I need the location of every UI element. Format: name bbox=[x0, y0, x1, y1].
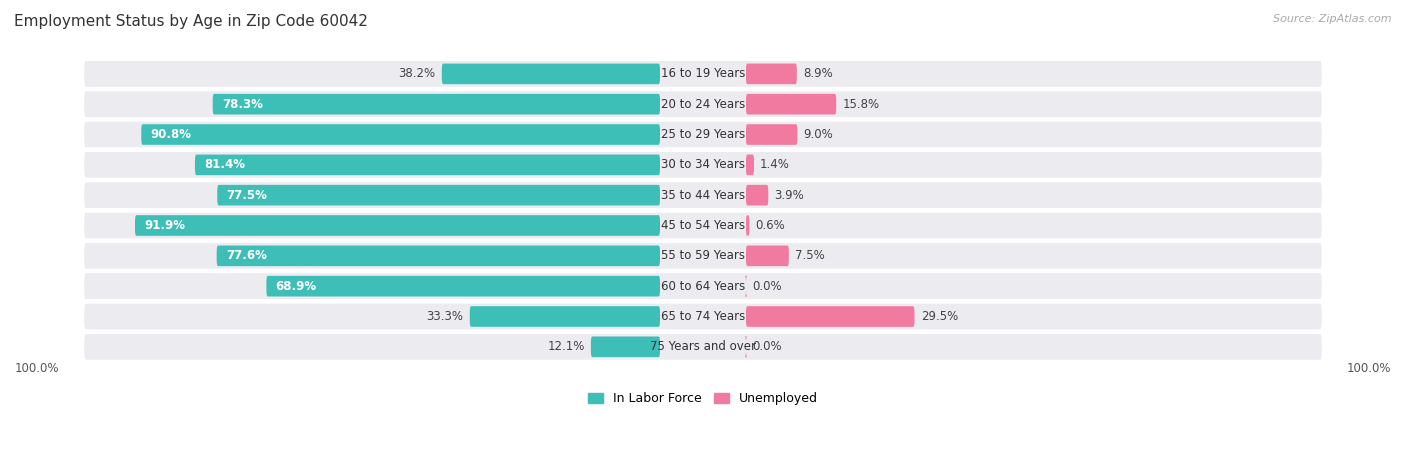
Text: 25 to 29 Years: 25 to 29 Years bbox=[661, 128, 745, 141]
FancyBboxPatch shape bbox=[747, 306, 914, 327]
FancyBboxPatch shape bbox=[745, 336, 748, 357]
Text: 75 Years and over: 75 Years and over bbox=[650, 341, 756, 353]
Text: 30 to 34 Years: 30 to 34 Years bbox=[661, 158, 745, 171]
FancyBboxPatch shape bbox=[83, 241, 1323, 271]
FancyBboxPatch shape bbox=[83, 60, 1323, 88]
Legend: In Labor Force, Unemployed: In Labor Force, Unemployed bbox=[583, 387, 823, 410]
FancyBboxPatch shape bbox=[135, 215, 659, 236]
FancyBboxPatch shape bbox=[747, 155, 754, 175]
Text: 15.8%: 15.8% bbox=[842, 98, 880, 110]
Text: 16 to 19 Years: 16 to 19 Years bbox=[661, 67, 745, 80]
FancyBboxPatch shape bbox=[83, 211, 1323, 240]
FancyBboxPatch shape bbox=[747, 215, 749, 236]
FancyBboxPatch shape bbox=[745, 276, 748, 296]
FancyBboxPatch shape bbox=[212, 94, 659, 115]
FancyBboxPatch shape bbox=[141, 124, 659, 145]
Text: Source: ZipAtlas.com: Source: ZipAtlas.com bbox=[1274, 14, 1392, 23]
Text: Employment Status by Age in Zip Code 60042: Employment Status by Age in Zip Code 600… bbox=[14, 14, 368, 28]
Text: 3.9%: 3.9% bbox=[775, 189, 804, 202]
FancyBboxPatch shape bbox=[747, 64, 797, 84]
FancyBboxPatch shape bbox=[83, 332, 1323, 361]
Text: 78.3%: 78.3% bbox=[222, 98, 263, 110]
Text: 8.9%: 8.9% bbox=[803, 67, 832, 80]
Text: 1.4%: 1.4% bbox=[761, 158, 790, 171]
FancyBboxPatch shape bbox=[747, 185, 768, 206]
FancyBboxPatch shape bbox=[218, 185, 659, 206]
Text: 77.5%: 77.5% bbox=[226, 189, 267, 202]
Text: 29.5%: 29.5% bbox=[921, 310, 957, 323]
FancyBboxPatch shape bbox=[83, 90, 1323, 119]
FancyBboxPatch shape bbox=[441, 64, 659, 84]
Text: 100.0%: 100.0% bbox=[15, 362, 59, 375]
Text: 0.0%: 0.0% bbox=[752, 280, 782, 293]
FancyBboxPatch shape bbox=[266, 276, 659, 296]
Text: 33.3%: 33.3% bbox=[426, 310, 464, 323]
FancyBboxPatch shape bbox=[83, 150, 1323, 179]
FancyBboxPatch shape bbox=[83, 120, 1323, 149]
Text: 100.0%: 100.0% bbox=[1347, 362, 1391, 375]
Text: 7.5%: 7.5% bbox=[794, 249, 825, 262]
Text: 81.4%: 81.4% bbox=[204, 158, 245, 171]
Text: 35 to 44 Years: 35 to 44 Years bbox=[661, 189, 745, 202]
FancyBboxPatch shape bbox=[195, 155, 659, 175]
Text: 65 to 74 Years: 65 to 74 Years bbox=[661, 310, 745, 323]
FancyBboxPatch shape bbox=[747, 94, 837, 115]
Text: 38.2%: 38.2% bbox=[398, 67, 436, 80]
Text: 60 to 64 Years: 60 to 64 Years bbox=[661, 280, 745, 293]
Text: 55 to 59 Years: 55 to 59 Years bbox=[661, 249, 745, 262]
FancyBboxPatch shape bbox=[747, 245, 789, 266]
FancyBboxPatch shape bbox=[83, 180, 1323, 210]
Text: 12.1%: 12.1% bbox=[547, 341, 585, 353]
Text: 0.0%: 0.0% bbox=[752, 341, 782, 353]
Text: 45 to 54 Years: 45 to 54 Years bbox=[661, 219, 745, 232]
FancyBboxPatch shape bbox=[747, 124, 797, 145]
Text: 91.9%: 91.9% bbox=[145, 219, 186, 232]
Text: 90.8%: 90.8% bbox=[150, 128, 191, 141]
Text: 77.6%: 77.6% bbox=[226, 249, 267, 262]
Text: 20 to 24 Years: 20 to 24 Years bbox=[661, 98, 745, 110]
Text: 9.0%: 9.0% bbox=[804, 128, 834, 141]
FancyBboxPatch shape bbox=[83, 302, 1323, 331]
Text: 0.6%: 0.6% bbox=[755, 219, 786, 232]
FancyBboxPatch shape bbox=[217, 245, 659, 266]
FancyBboxPatch shape bbox=[83, 272, 1323, 301]
FancyBboxPatch shape bbox=[470, 306, 659, 327]
FancyBboxPatch shape bbox=[591, 336, 659, 357]
Text: 68.9%: 68.9% bbox=[276, 280, 316, 293]
